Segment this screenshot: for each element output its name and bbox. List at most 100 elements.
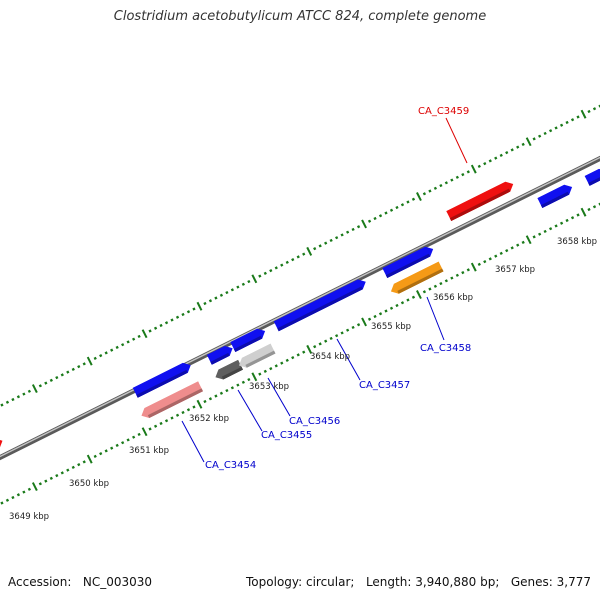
- inner-minor-tick: [351, 325, 355, 330]
- inner-major-tick: [31, 482, 38, 492]
- outer-minor-tick: [153, 326, 158, 330]
- outer-minor-tick: [592, 107, 597, 111]
- genome-backbone: [0, 155, 600, 461]
- inner-major-tick: [470, 262, 477, 272]
- inner-minor-tick: [356, 323, 361, 327]
- inner-minor-tick: [137, 432, 141, 437]
- gene-arrow-d[interactable]: [382, 244, 435, 278]
- gene-label-CA_C3459[interactable]: CA_C3459: [418, 106, 469, 117]
- inner-minor-tick: [494, 254, 498, 258]
- inner-minor-tick: [302, 350, 306, 354]
- outer-minor-tick: [549, 129, 553, 133]
- leader-CA_C3457: [336, 338, 361, 381]
- inner-minor-tick: [549, 227, 553, 231]
- outer-minor-tick: [285, 260, 289, 264]
- inner-minor-tick: [104, 449, 108, 453]
- gene-labels: CA_C3454 CA_C3455 CA_C3456 CA_C3457 CA_C3458…: [205, 106, 471, 471]
- outer-minor-tick: [280, 263, 284, 267]
- outer-minor-tick: [521, 142, 525, 147]
- outer-minor-tick: [516, 145, 520, 149]
- outer-major-tick: [470, 164, 477, 174]
- outer-minor-tick: [110, 348, 114, 352]
- outer-minor-tick: [494, 156, 498, 160]
- gene-arrow-c[interactable]: [230, 326, 267, 352]
- inner-minor-tick: [576, 213, 580, 217]
- inner-minor-tick: [400, 301, 405, 305]
- inner-minor-tick: [258, 372, 262, 376]
- outer-minor-tick: [444, 181, 448, 185]
- inner-minor-tick: [241, 380, 245, 384]
- inner-minor-tick: [0, 501, 4, 505]
- inner-minor-tick: [38, 482, 42, 486]
- gene-arrow-edge[interactable]: [0, 436, 5, 451]
- outer-major-tick: [306, 246, 313, 256]
- inner-minor-tick: [22, 490, 26, 494]
- outer-minor-tick: [71, 367, 75, 371]
- inner-minor-tick: [587, 207, 591, 212]
- inner-minor-tick: [77, 463, 81, 467]
- outer-minor-tick: [400, 203, 405, 207]
- outer-minor-tick: [38, 384, 42, 388]
- outer-minor-tick: [406, 200, 410, 204]
- outer-minor-tick: [570, 118, 575, 122]
- outer-minor-tick: [208, 299, 213, 303]
- gene-arrow-CA_C3455[interactable]: [213, 359, 243, 382]
- inner-minor-tick: [532, 235, 536, 239]
- outer-minor-tick: [175, 315, 180, 319]
- inner-minor-tick: [16, 493, 21, 497]
- outer-minor-tick: [543, 131, 547, 136]
- inner-minor-tick: [411, 295, 416, 299]
- gene-arrow-b[interactable]: [206, 343, 235, 365]
- gene-label-CA_C3458[interactable]: CA_C3458: [420, 343, 471, 354]
- outer-minor-tick: [258, 274, 262, 278]
- inner-minor-tick: [274, 364, 278, 368]
- outer-minor-tick: [159, 323, 163, 328]
- outer-minor-tick: [422, 192, 427, 196]
- gene-arrow-e[interactable]: [537, 182, 574, 208]
- gene-label-CA_C3454[interactable]: CA_C3454: [205, 460, 256, 471]
- inner-major-tick: [525, 235, 532, 245]
- outer-minor-tick: [181, 312, 185, 317]
- outer-minor-tick: [137, 334, 141, 339]
- inner-minor-tick: [82, 460, 86, 464]
- scale-label: 3655 kbp: [371, 322, 411, 332]
- gene-arrow-CA_C3454[interactable]: [139, 381, 203, 420]
- outer-minor-tick: [296, 255, 300, 259]
- outer-minor-tick: [576, 115, 580, 119]
- gene-label-CA_C3455[interactable]: CA_C3455: [261, 430, 312, 441]
- scale-label: 3651 kbp: [129, 446, 169, 456]
- inner-minor-tick: [93, 454, 97, 458]
- outer-minor-tick: [236, 285, 240, 289]
- gene-label-CA_C3457[interactable]: CA_C3457: [359, 380, 410, 391]
- outer-minor-tick: [219, 293, 224, 297]
- outer-minor-tick: [66, 370, 70, 374]
- outer-minor-tick: [554, 126, 558, 130]
- inner-minor-tick: [115, 443, 119, 448]
- outer-minor-tick: [82, 362, 86, 366]
- accession-value: NC_003030: [82, 575, 153, 589]
- outer-minor-tick: [384, 211, 388, 215]
- outer-minor-tick: [483, 162, 487, 166]
- gene-arrow-CA_C3458[interactable]: [388, 261, 444, 297]
- gene-arrow-CA_C3457[interactable]: [273, 277, 368, 332]
- gene-arrow-a[interactable]: [132, 360, 193, 398]
- genome-title: Clostridium acetobutylicum ATCC 824, com…: [113, 9, 487, 24]
- gene-arrow-CA_C3456[interactable]: [237, 343, 276, 371]
- outer-minor-tick: [192, 307, 196, 311]
- scale-label: 3652 kbp: [189, 414, 229, 424]
- inner-minor-tick: [329, 336, 333, 341]
- outer-minor-tick: [274, 266, 278, 270]
- outer-minor-tick: [16, 395, 21, 399]
- leader-CA_C3458: [426, 296, 445, 341]
- gene-arrow-f[interactable]: [584, 166, 600, 186]
- inner-minor-tick: [175, 413, 180, 417]
- outer-minor-tick: [77, 365, 81, 369]
- inner-major-tick: [196, 399, 203, 409]
- gene-label-CA_C3456[interactable]: CA_C3456: [289, 416, 340, 427]
- inner-minor-tick: [11, 495, 15, 500]
- scale-label: 3656 kbp: [433, 293, 473, 303]
- gene-arrow-CA_C3459[interactable]: [446, 179, 515, 221]
- genes-count-text: Genes: 3,777: [510, 575, 591, 589]
- outer-minor-tick: [395, 205, 399, 210]
- outer-minor-tick: [477, 164, 481, 168]
